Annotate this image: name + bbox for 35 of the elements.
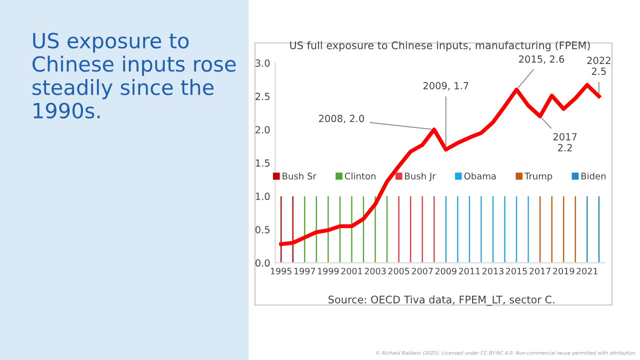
legend-label: Bush Sr	[282, 172, 316, 180]
x-tick-label: 2001	[341, 268, 362, 274]
x-tick-label: 2005	[388, 268, 410, 274]
x-tick-label: 2017	[530, 268, 550, 274]
annotation: 2022 2.5	[587, 56, 610, 75]
x-tick-label: 2007	[412, 268, 433, 274]
legend-label: Bush Jr	[405, 172, 436, 182]
x-tick-label: 2013	[482, 268, 504, 274]
annotation: 2017 2.2	[553, 133, 577, 152]
y-tick-label: 2.5	[256, 92, 270, 100]
x-tick-label: 2011	[458, 268, 480, 274]
x-tick-label: 1999	[318, 268, 339, 274]
legend-label: Clinton	[344, 172, 376, 180]
y-tick-label: 1.0	[256, 192, 270, 200]
y-tick-label: 0.5	[256, 226, 270, 234]
y-tick-label: 3.0	[256, 59, 270, 67]
y-tick-label: 1.5	[256, 160, 270, 167]
y-tick-label: 2.0	[256, 126, 270, 134]
x-tick-label: 1997	[294, 268, 316, 274]
annotation: 2008, 2.0	[319, 114, 364, 124]
legend-label: Obama	[464, 172, 496, 180]
x-tick-label: 1995	[270, 268, 292, 274]
legend-label: Trump	[524, 172, 552, 182]
text: US exposure to Chinese inputs rose steadily since the 1990s.	[32, 32, 236, 119]
y-tick-label: 0.0	[256, 259, 270, 267]
legend-label: Biden	[582, 172, 606, 180]
x-tick-label: 2015	[506, 268, 527, 274]
chart-title: US full exposure to Chinese inputs, manufacturing (FPEM)	[290, 41, 590, 52]
source-note: Source: OECD Tiva data, FPEM_LT, sector C.	[328, 295, 554, 306]
x-tick-label: 2021	[576, 268, 598, 274]
x-tick-label: 2009	[435, 268, 456, 274]
annotation: 2015, 2.6	[519, 55, 564, 64]
x-tick-label: 2019	[553, 268, 574, 274]
annotation: 2009, 1.7	[423, 82, 468, 90]
x-tick-label: 2003	[364, 268, 386, 274]
